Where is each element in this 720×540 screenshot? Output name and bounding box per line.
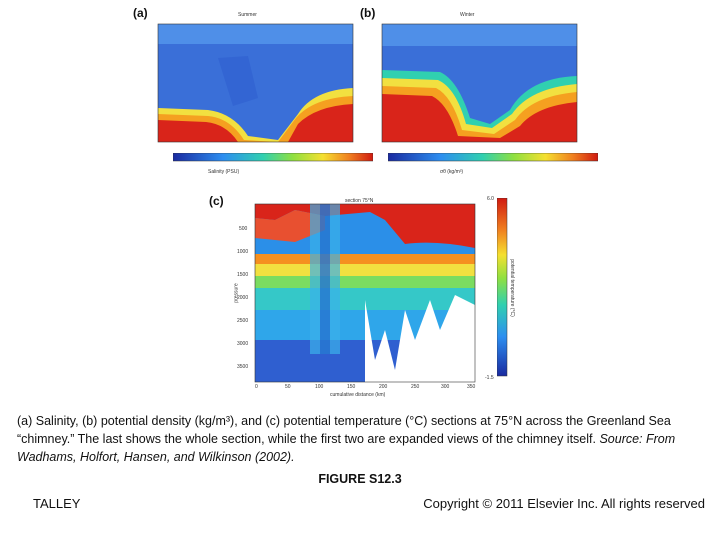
panel-a-colorbar xyxy=(173,153,373,162)
panel-c-y-tick: 3500 xyxy=(237,364,249,370)
footer-copyright: Copyright © 2011 Elsevier Inc. All right… xyxy=(423,496,705,511)
panel-b: (b) Winter σθ (kg/m³) xyxy=(360,6,598,176)
panel-c-y-tick: 3000 xyxy=(237,341,249,347)
panel-b-header: Winter xyxy=(460,12,475,18)
panel-c-x-tick: 50 xyxy=(285,384,291,390)
panel-a-letter: (a) xyxy=(133,6,148,20)
panel-a-colorbar-title: Salinity (PSU) xyxy=(208,169,240,175)
panel-a-plot xyxy=(157,23,354,143)
panel-c-header: section 75°N xyxy=(345,198,374,204)
panel-c-y-tick: 500 xyxy=(239,226,248,232)
figure-label: FIGURE S12.3 xyxy=(318,472,402,486)
panel-c-x-tick: 0 xyxy=(255,384,258,390)
panel-c-y-tick: 2500 xyxy=(237,318,249,324)
panel-c-colorbar-top: 6.0 xyxy=(487,196,494,202)
panel-c-colorbar-bottom: -1.5 xyxy=(485,375,494,381)
panel-b-letter: (b) xyxy=(360,6,376,20)
caption-source: Source: From Wadhams, Holfort, Hansen, a… xyxy=(17,432,676,464)
panel-a: (a) Summer Salinity (PSU) xyxy=(133,6,373,176)
footer-author: TALLEY xyxy=(33,496,81,511)
panel-c-x-tick: 100 xyxy=(315,384,324,390)
figure-caption: (a) Salinity, (b) potential density (kg/… xyxy=(17,412,707,466)
panel-b-colorbar-title: σθ (kg/m³) xyxy=(440,169,464,175)
panel-c-x-tick: 300 xyxy=(441,384,450,390)
panel-a-header: Summer xyxy=(238,12,257,18)
panel-c: (c) section 75°N pressure 500 1000 1500 … xyxy=(205,190,525,405)
panel-c-plot xyxy=(254,203,476,383)
panel-c-x-tick: 350 xyxy=(467,384,476,390)
panel-c-xlabel: cumulative distance (km) xyxy=(330,392,386,398)
panel-b-colorbar xyxy=(388,153,598,162)
panel-b-plot xyxy=(381,23,578,143)
panel-c-colorbar-label: potential temperature (°C) xyxy=(508,259,515,317)
panel-c-letter: (c) xyxy=(209,194,224,208)
panel-c-x-tick: 250 xyxy=(411,384,420,390)
panel-c-colorbar xyxy=(497,198,508,377)
panel-c-y-tick: 1500 xyxy=(237,272,249,278)
caption-text: (a) Salinity, (b) potential density (kg/… xyxy=(17,414,671,446)
panel-c-y-tick: 2000 xyxy=(237,295,249,301)
panel-c-x-tick: 150 xyxy=(347,384,356,390)
panel-c-x-tick: 200 xyxy=(379,384,388,390)
panel-c-y-tick: 1000 xyxy=(237,249,249,255)
